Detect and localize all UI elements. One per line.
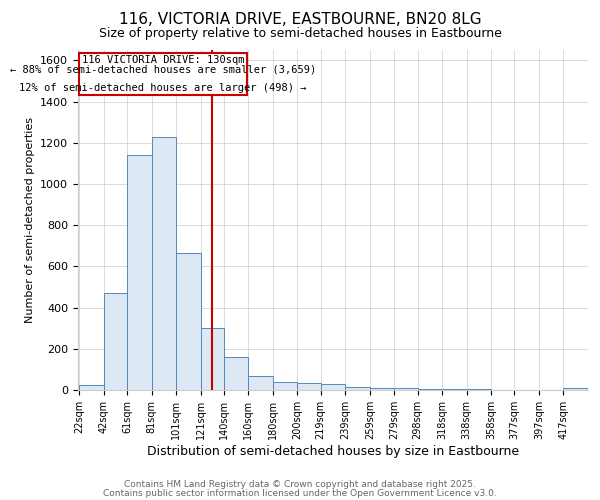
Bar: [394, 388, 418, 390]
Bar: [127, 155, 152, 390]
Text: 116, VICTORIA DRIVE, EASTBOURNE, BN20 8LG: 116, VICTORIA DRIVE, EASTBOURNE, BN20 8L…: [119, 12, 481, 28]
Bar: [442, 389, 467, 390]
Bar: [79, 53, 247, 96]
Bar: [563, 388, 588, 390]
Bar: [79, 385, 104, 390]
Bar: [370, 388, 394, 390]
Bar: [176, 253, 200, 390]
Bar: [104, 293, 127, 390]
X-axis label: Distribution of semi-detached houses by size in Eastbourne: Distribution of semi-detached houses by …: [147, 444, 519, 458]
Text: 12% of semi-detached houses are larger (498) →: 12% of semi-detached houses are larger (…: [19, 82, 307, 92]
Bar: [152, 136, 176, 390]
Text: 116 VICTORIA DRIVE: 130sqm: 116 VICTORIA DRIVE: 130sqm: [82, 56, 244, 66]
Bar: [345, 387, 370, 390]
Text: Contains HM Land Registry data © Crown copyright and database right 2025.: Contains HM Land Registry data © Crown c…: [124, 480, 476, 489]
Text: ← 88% of semi-detached houses are smaller (3,659): ← 88% of semi-detached houses are smalle…: [10, 64, 316, 74]
Y-axis label: Number of semi-detached properties: Number of semi-detached properties: [25, 117, 35, 323]
Text: Contains public sector information licensed under the Open Government Licence v3: Contains public sector information licen…: [103, 489, 497, 498]
Bar: [321, 384, 345, 390]
Bar: [298, 383, 321, 390]
Bar: [273, 382, 298, 390]
Bar: [418, 389, 442, 390]
Text: Size of property relative to semi-detached houses in Eastbourne: Size of property relative to semi-detach…: [98, 28, 502, 40]
Bar: [224, 357, 248, 390]
Bar: [248, 376, 273, 390]
Bar: [200, 328, 224, 390]
